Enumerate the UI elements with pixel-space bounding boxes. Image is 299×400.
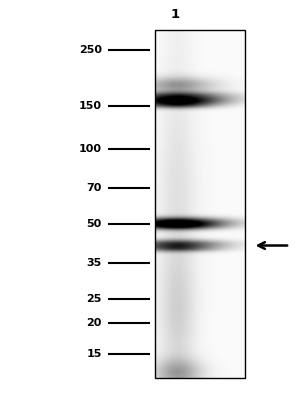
Text: 70: 70 <box>86 183 102 193</box>
Text: 250: 250 <box>79 45 102 55</box>
Text: 1: 1 <box>170 8 179 20</box>
Text: 15: 15 <box>86 349 102 359</box>
Text: 20: 20 <box>86 318 102 328</box>
Text: 50: 50 <box>86 219 102 229</box>
Text: 100: 100 <box>79 144 102 154</box>
Text: 150: 150 <box>79 100 102 110</box>
Text: 35: 35 <box>86 258 102 268</box>
Text: 25: 25 <box>86 294 102 304</box>
